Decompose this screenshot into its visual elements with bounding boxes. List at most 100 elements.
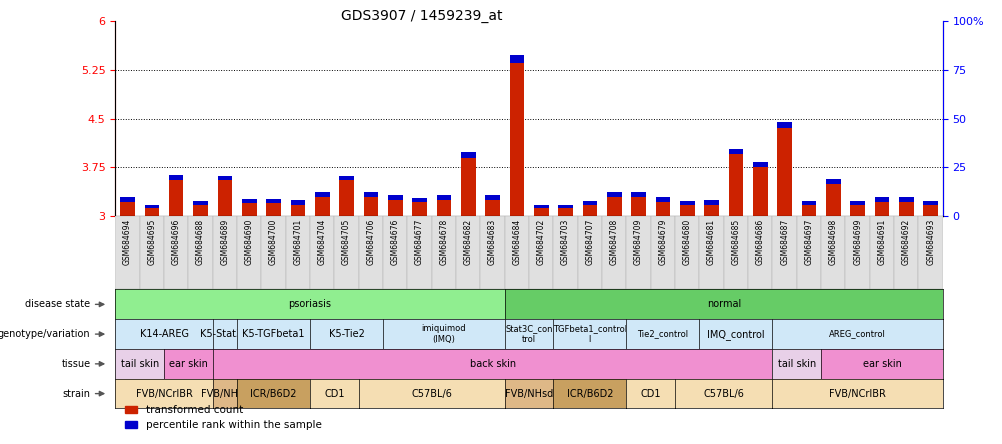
Bar [509, 56, 524, 63]
Bar [630, 197, 645, 216]
Bar [601, 216, 626, 289]
Bar [826, 184, 840, 216]
Bar [188, 216, 212, 289]
Bar [266, 198, 281, 203]
Text: GSM684678: GSM684678 [439, 218, 448, 265]
Bar [315, 192, 330, 197]
Text: tissue: tissue [61, 359, 90, 369]
Bar [363, 197, 378, 216]
Text: GSM684684: GSM684684 [512, 218, 521, 265]
Bar [168, 175, 183, 180]
Text: GSM684702: GSM684702 [536, 218, 545, 265]
Bar [801, 201, 816, 205]
Text: disease state: disease state [25, 299, 90, 309]
Text: K5-TGFbeta1: K5-TGFbeta1 [242, 329, 305, 339]
Text: GSM684687: GSM684687 [780, 218, 789, 265]
Text: GSM684707: GSM684707 [585, 218, 594, 265]
Text: GDS3907 / 1459239_at: GDS3907 / 1459239_at [340, 9, 502, 23]
Text: K5-Stat3C: K5-Stat3C [200, 329, 249, 339]
Bar [168, 180, 183, 216]
Bar [777, 128, 792, 216]
Text: AREG_control: AREG_control [829, 329, 885, 339]
Bar [801, 205, 816, 216]
Bar [291, 200, 305, 205]
Bar [412, 202, 427, 216]
Bar [359, 216, 383, 289]
Bar [485, 200, 499, 216]
Bar [266, 203, 281, 216]
Bar [120, 202, 134, 216]
Text: GSM684690: GSM684690 [244, 218, 254, 265]
Bar [363, 192, 378, 197]
Bar [339, 180, 354, 216]
Text: FVB/NCrIBR: FVB/NCrIBR [829, 388, 885, 399]
Bar [461, 158, 475, 216]
Text: ICR/B6D2: ICR/B6D2 [566, 388, 612, 399]
Text: C57BL/6: C57BL/6 [411, 388, 452, 399]
Bar [388, 195, 402, 200]
Text: GSM684691: GSM684691 [877, 218, 886, 265]
Bar [679, 201, 693, 205]
Bar [747, 216, 772, 289]
Text: Stat3C_con
trol: Stat3C_con trol [505, 325, 552, 344]
Text: K14-AREG: K14-AREG [139, 329, 188, 339]
Bar [923, 205, 937, 216]
Text: GSM684686: GSM684686 [756, 218, 765, 265]
Bar [777, 123, 792, 128]
Bar [144, 205, 159, 208]
Bar [217, 176, 231, 180]
Text: GSM684706: GSM684706 [366, 218, 375, 265]
Text: GSM684682: GSM684682 [463, 218, 472, 265]
Text: ICR/B6D2: ICR/B6D2 [250, 388, 297, 399]
Bar [679, 205, 693, 216]
Text: GSM684703: GSM684703 [560, 218, 569, 265]
Text: GSM684680: GSM684680 [682, 218, 691, 265]
Bar [826, 179, 840, 184]
Text: FVB/NHsd: FVB/NHsd [200, 388, 248, 399]
Bar [310, 216, 334, 289]
Bar [626, 216, 650, 289]
Bar [388, 200, 402, 216]
Bar [606, 192, 621, 197]
Bar [217, 180, 231, 216]
Text: GSM684696: GSM684696 [171, 218, 180, 265]
Text: GSM684698: GSM684698 [828, 218, 837, 265]
Text: GSM684685: GSM684685 [730, 218, 739, 265]
Bar [630, 192, 645, 197]
Bar [339, 176, 354, 180]
Bar [850, 201, 864, 205]
Bar [115, 216, 139, 289]
Bar [874, 197, 889, 202]
Text: GSM684694: GSM684694 [123, 218, 132, 265]
Text: GSM684708: GSM684708 [609, 218, 618, 265]
Bar [193, 205, 207, 216]
Text: GSM684705: GSM684705 [342, 218, 351, 265]
Bar [582, 201, 596, 205]
Bar [874, 202, 889, 216]
Text: ear skin: ear skin [862, 359, 901, 369]
Bar [918, 216, 942, 289]
Bar [923, 201, 937, 205]
Bar [703, 205, 718, 216]
Text: strain: strain [62, 388, 90, 399]
Text: GSM684704: GSM684704 [318, 218, 327, 265]
Bar [655, 202, 669, 216]
Bar [407, 216, 431, 289]
Bar [456, 216, 480, 289]
Bar [753, 167, 767, 216]
Text: GSM684709: GSM684709 [633, 218, 642, 265]
Bar [533, 208, 548, 216]
Bar [703, 200, 718, 205]
Bar [236, 216, 262, 289]
Bar [893, 216, 918, 289]
Bar [753, 162, 767, 167]
Bar [412, 198, 427, 202]
Bar [553, 216, 577, 289]
Bar [291, 205, 305, 216]
Bar [650, 216, 674, 289]
Bar [262, 216, 286, 289]
Text: IMQ_control: IMQ_control [706, 329, 764, 340]
Bar [529, 216, 553, 289]
Bar [582, 205, 596, 216]
Text: GSM684697: GSM684697 [804, 218, 813, 265]
